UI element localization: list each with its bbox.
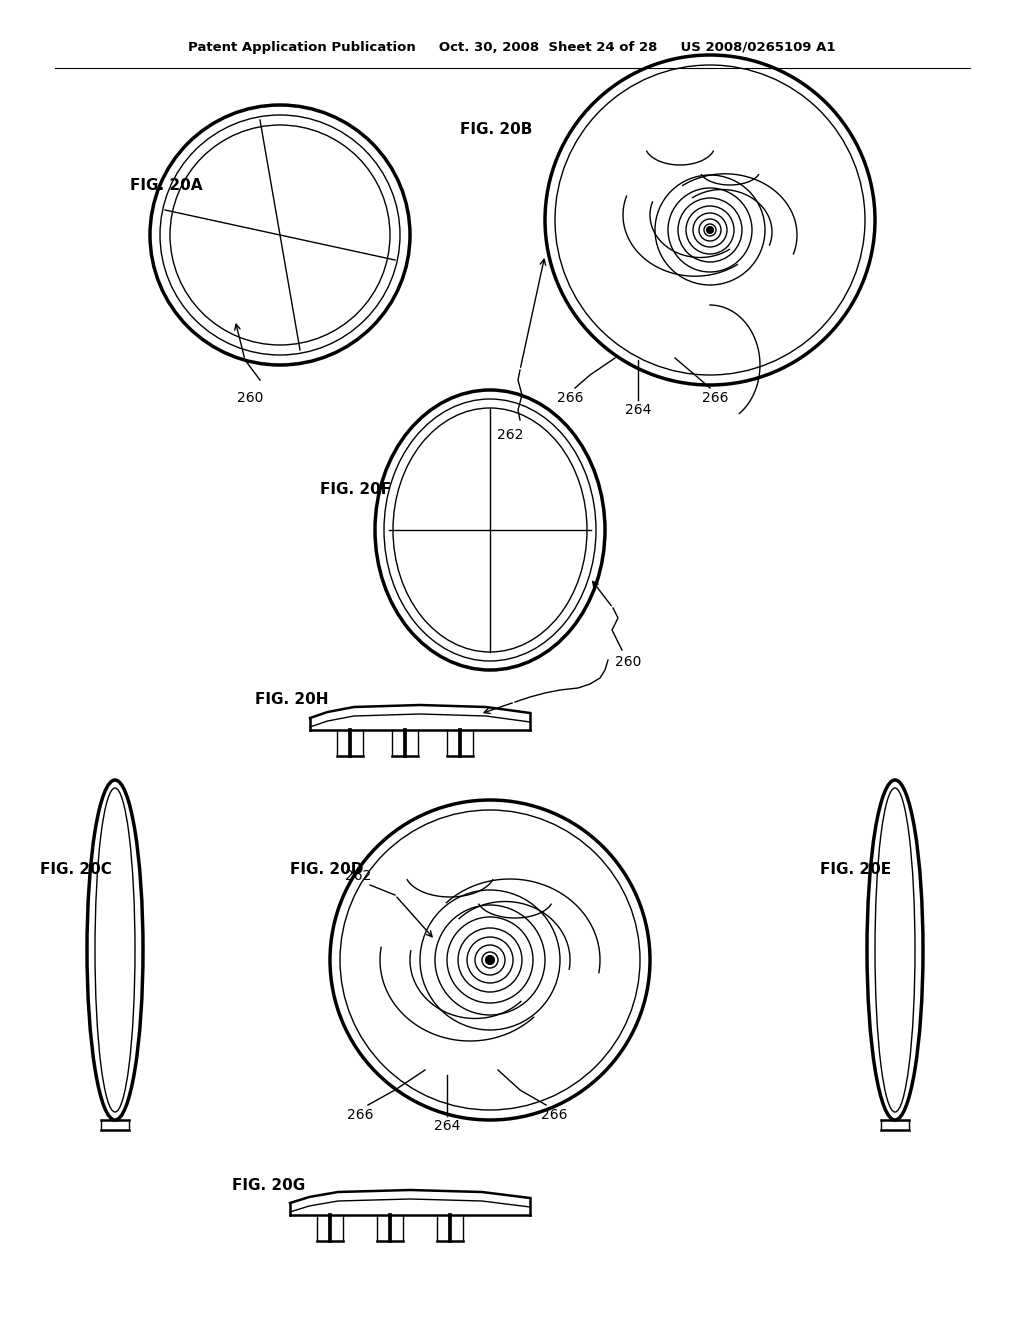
Text: FIG. 20H: FIG. 20H — [255, 693, 329, 708]
Text: FIG. 20A: FIG. 20A — [130, 177, 203, 193]
Text: FIG. 20F: FIG. 20F — [319, 483, 391, 498]
Text: FIG. 20G: FIG. 20G — [232, 1177, 305, 1192]
Text: FIG. 20D: FIG. 20D — [290, 862, 364, 878]
Text: 266: 266 — [557, 391, 584, 405]
Circle shape — [707, 227, 713, 234]
Text: 266: 266 — [541, 1107, 567, 1122]
Text: 264: 264 — [434, 1119, 460, 1133]
Text: 266: 266 — [347, 1107, 374, 1122]
Text: FIG. 20B: FIG. 20B — [460, 123, 532, 137]
Text: 260: 260 — [614, 655, 641, 669]
Text: 262: 262 — [497, 428, 523, 442]
Text: 266: 266 — [701, 391, 728, 405]
Text: Patent Application Publication     Oct. 30, 2008  Sheet 24 of 28     US 2008/026: Patent Application Publication Oct. 30, … — [188, 41, 836, 54]
Text: 262: 262 — [345, 869, 371, 883]
Circle shape — [486, 956, 494, 964]
Text: 260: 260 — [237, 391, 263, 405]
Text: FIG. 20E: FIG. 20E — [820, 862, 891, 878]
Text: FIG. 20C: FIG. 20C — [40, 862, 112, 878]
Text: 264: 264 — [625, 403, 651, 417]
